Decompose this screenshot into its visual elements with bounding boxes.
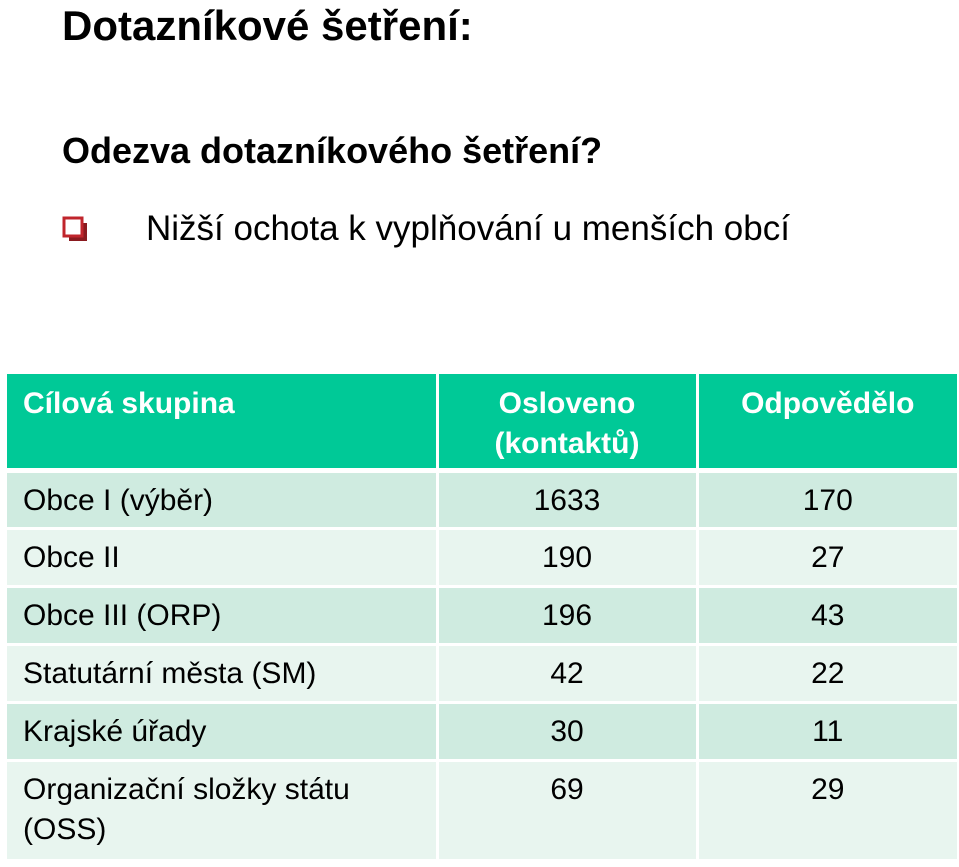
- header-responded: Odpovědělo: [697, 374, 957, 473]
- header-contacted: Osloveno (kontaktů): [437, 374, 699, 473]
- cell-responded: 27: [697, 528, 957, 588]
- response-table: Cílová skupina Osloveno (kontaktů) Odpov…: [7, 374, 957, 862]
- slide-title: Dotazníkové šetření:: [62, 2, 473, 49]
- cell-contacted: 1633: [437, 470, 699, 530]
- table-row: Obce III (ORP) 196 43: [7, 586, 957, 646]
- cell-contacted: 30: [437, 702, 699, 762]
- table-row: Statutární města (SM) 42 22: [7, 644, 957, 704]
- table-row: Obce I (výběr) 1633 170: [7, 470, 957, 530]
- cell-group: Obce I (výběr): [7, 470, 439, 530]
- table-row: Obce II 190 27: [7, 528, 957, 588]
- cell-contacted: 196: [437, 586, 699, 646]
- cell-group: Obce II: [7, 528, 439, 588]
- cell-contacted: 190: [437, 528, 699, 588]
- slide-subtitle: Odezva dotazníkového šetření?: [62, 130, 603, 171]
- checkbox-icon: [62, 216, 88, 242]
- cell-responded: 22: [697, 644, 957, 704]
- header-target-group: Cílová skupina: [7, 374, 439, 473]
- cell-group: Obce III (ORP): [7, 586, 439, 646]
- cell-group: Statutární města (SM): [7, 644, 439, 704]
- cell-contacted: 69: [437, 760, 699, 862]
- cell-responded: 29: [697, 760, 957, 862]
- table-row: Krajské úřady 30 11: [7, 702, 957, 762]
- cell-responded: 170: [697, 470, 957, 530]
- cell-responded: 11: [697, 702, 957, 762]
- table-header-row: Cílová skupina Osloveno (kontaktů) Odpov…: [7, 374, 957, 473]
- table-row: Organizační složky státu (OSS) 69 29: [7, 760, 957, 862]
- bullet-text: Nižší ochota k vyplňování u menších obcí: [146, 209, 790, 248]
- cell-responded: 43: [697, 586, 957, 646]
- cell-group: Krajské úřady: [7, 702, 439, 762]
- cell-group: Organizační složky státu (OSS): [7, 760, 439, 862]
- bullet-item: Nižší ochota k vyplňování u menších obcí: [62, 204, 790, 254]
- cell-contacted: 42: [437, 644, 699, 704]
